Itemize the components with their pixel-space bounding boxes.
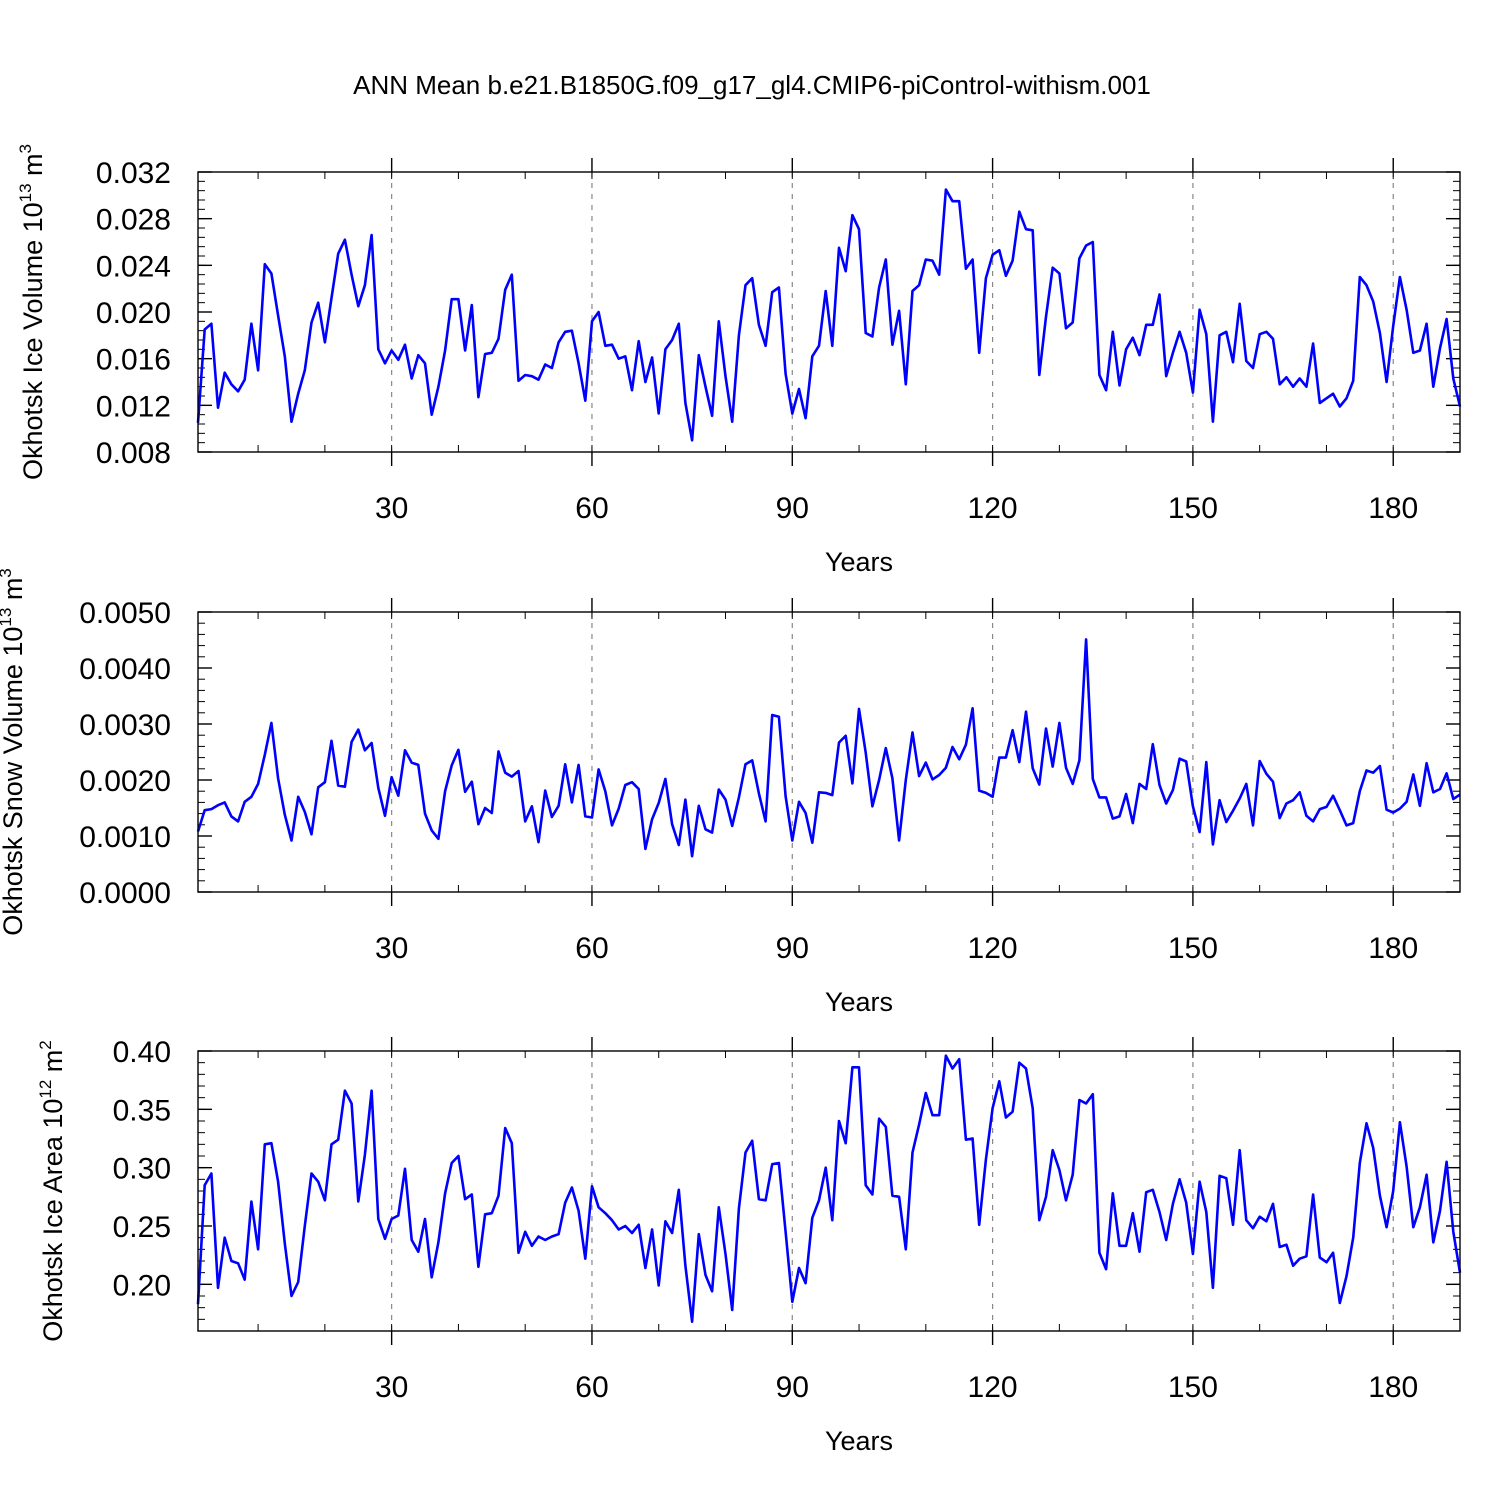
x-tick-label: 90 <box>776 492 809 525</box>
x-tick-label: 120 <box>968 1371 1018 1404</box>
y-tick-label: 0.20 <box>113 1269 171 1302</box>
series-line <box>196 638 1461 858</box>
plot-frame <box>197 171 1461 453</box>
panel-ice-volume: 0.008 0.012 0.016 0.020 0.024 0.028 0.032 30 60 9… <box>16 144 1462 577</box>
x-tick-label: 90 <box>776 1371 809 1404</box>
y-tick-label: 0.032 <box>96 157 171 190</box>
x-tick-label: 150 <box>1168 932 1218 965</box>
x-tick-label: 60 <box>575 1371 608 1404</box>
y-tick-label: 0.008 <box>96 437 171 470</box>
y-tick-label: 0.020 <box>96 297 171 330</box>
x-tick-label: 30 <box>375 492 408 525</box>
y-tick-label: 0.012 <box>96 390 171 423</box>
x-axis-label: Years <box>825 987 893 1017</box>
x-tick-label: 180 <box>1368 492 1418 525</box>
y-tick-label: 0.024 <box>96 250 171 283</box>
x-tick-label: 90 <box>776 932 809 965</box>
panels-group: 0.008 0.012 0.016 0.020 0.024 0.028 0.032 30 60 9… <box>0 144 1462 1456</box>
y-tick-label: 0.40 <box>113 1036 171 1069</box>
plot-frame <box>197 611 1461 893</box>
x-axis-label: Years <box>825 547 893 577</box>
x-tick-label: 60 <box>575 932 608 965</box>
y-tick-label: 0.0050 <box>79 597 171 630</box>
y-tick-label: 0.016 <box>96 344 171 377</box>
y-tick-label: 0.30 <box>113 1153 171 1186</box>
y-tick-label: 0.0040 <box>79 653 171 686</box>
y-tick-label: 0.35 <box>113 1094 171 1127</box>
y-axis-label: Okhotsk Ice Volume 1013 m3 <box>16 144 48 480</box>
x-tick-label: 180 <box>1368 932 1418 965</box>
y-tick-label: 0.028 <box>96 204 171 237</box>
series-line <box>196 188 1462 442</box>
x-axis-label: Years <box>825 1426 893 1456</box>
series-line <box>196 1054 1462 1323</box>
panel-snow-volume: 0.0000 0.0010 0.0020 0.0030 0.0040 0.0050 30 60… <box>0 568 1461 1017</box>
figure-title: ANN Mean b.e21.B1850G.f09_g17_gl4.CMIP6-… <box>353 70 1151 100</box>
x-tick-label: 150 <box>1168 492 1218 525</box>
x-tick-label: 30 <box>375 1371 408 1404</box>
x-tick-label: 30 <box>375 932 408 965</box>
y-tick-label: 0.0010 <box>79 821 171 854</box>
x-tick-label: 150 <box>1168 1371 1218 1404</box>
y-tick-label: 0.25 <box>113 1211 171 1244</box>
x-tick-label: 180 <box>1368 1371 1418 1404</box>
y-tick-label: 0.0020 <box>79 765 171 798</box>
y-axis-label: Okhotsk Ice Area 1012 m2 <box>36 1040 68 1342</box>
x-tick-label: 120 <box>968 492 1018 525</box>
y-tick-label: 0.0000 <box>79 877 171 910</box>
x-tick-label: 120 <box>968 932 1018 965</box>
x-tick-label: 60 <box>575 492 608 525</box>
panel-ice-area: 0.20 0.25 0.30 0.35 0.40 30 60 90 120 150 180 Years… <box>36 1036 1462 1456</box>
plot-frame <box>197 1050 1461 1332</box>
y-tick-label: 0.0030 <box>79 709 171 742</box>
y-axis-label: Okhotsk Snow Volume 1013 m3 <box>0 568 28 936</box>
